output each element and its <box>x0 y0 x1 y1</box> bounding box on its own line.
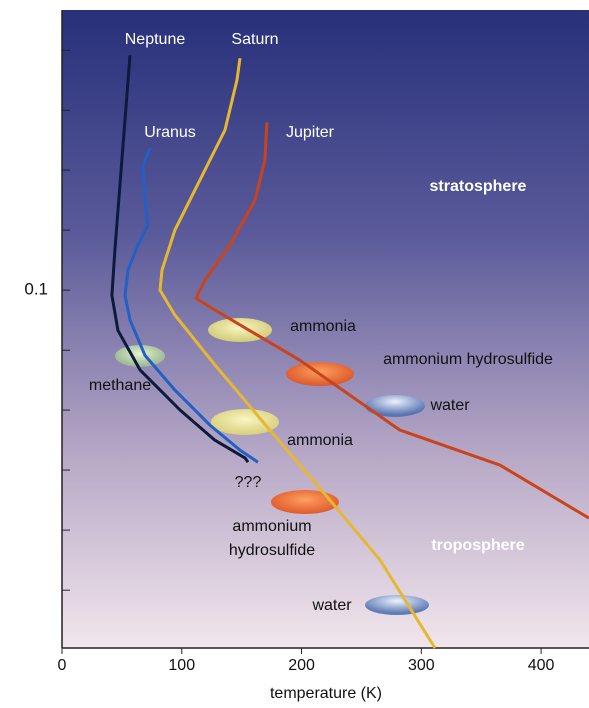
annotation: water <box>311 597 352 614</box>
x-tick-label: 400 <box>528 657 555 674</box>
x-tick-label: 0 <box>58 657 67 674</box>
annotation: ammonia <box>287 432 353 449</box>
series-label: Saturn <box>231 31 278 48</box>
annotation: methane <box>89 377 151 394</box>
annotation: ??? <box>235 474 262 491</box>
x-axis-title: temperature (K) <box>270 685 382 702</box>
annotation: troposphere <box>431 537 524 554</box>
x-tick-label: 200 <box>288 657 315 674</box>
annotation: hydrosulfide <box>229 542 315 559</box>
series-label: Jupiter <box>286 124 335 141</box>
chart: temperature (K) 0 100 200 300 400 0.1 Neptune U… <box>0 0 589 708</box>
annotation: stratosphere <box>430 178 527 195</box>
series-label: Uranus <box>144 124 196 141</box>
annotation: ammonium hydrosulfide <box>383 351 553 368</box>
y-tick-label: 0.1 <box>24 280 48 299</box>
annotation: ammonia <box>290 318 356 335</box>
x-tick-label: 300 <box>408 657 435 674</box>
annotation: ammonium <box>232 518 311 535</box>
x-tick-label: 100 <box>168 657 195 674</box>
annotation: water <box>429 397 470 414</box>
series-label: Neptune <box>125 31 186 48</box>
